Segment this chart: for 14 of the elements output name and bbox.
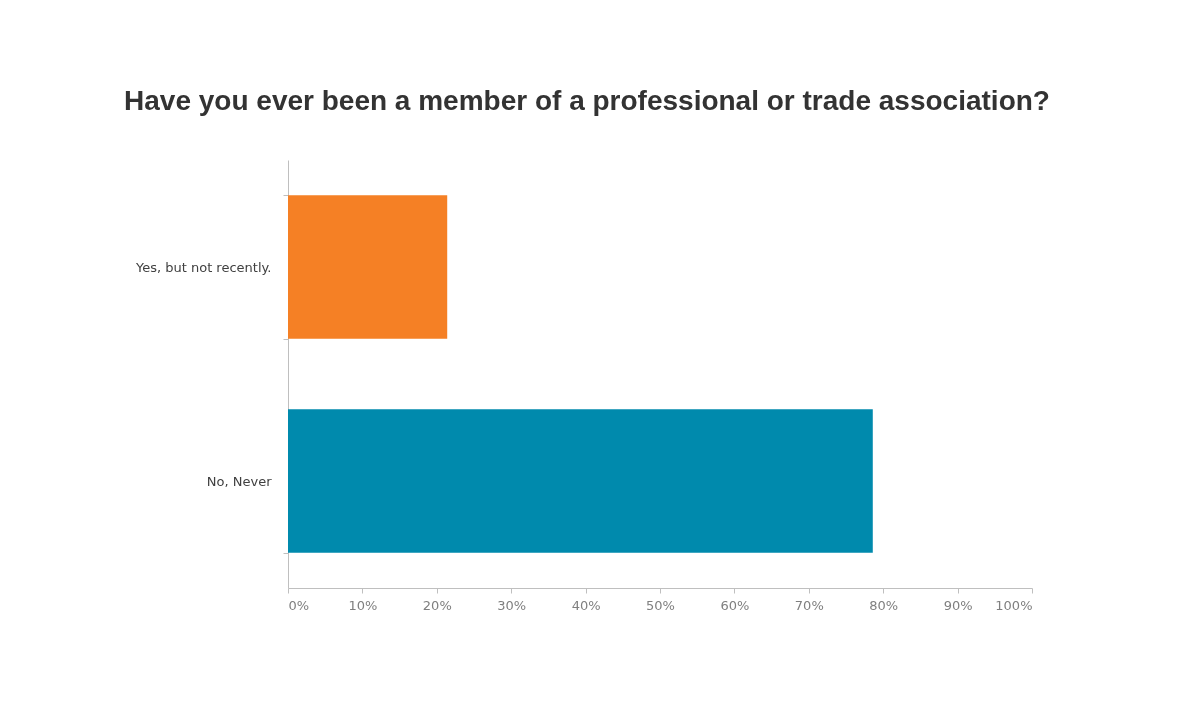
chart-title: Have you ever been a member of a professional or trade association?: [124, 85, 1050, 116]
x-tick-label: 50%: [646, 597, 675, 613]
x-tick-label: 70%: [794, 597, 824, 613]
x-tick-label: 20%: [422, 597, 452, 613]
y-tick-label: Yes, but not recently.: [134, 259, 272, 275]
x-tick-label: 100%: [995, 597, 1033, 613]
x-tick-label: 80%: [869, 597, 899, 613]
x-tick-label: 10%: [348, 597, 378, 613]
x-tick-label: 0%: [288, 597, 310, 613]
x-tick-label: 60%: [720, 597, 750, 613]
x-tick-label: 90%: [943, 597, 973, 613]
x-tick-label: 30%: [497, 597, 527, 613]
x-tick-label: 40%: [571, 597, 601, 613]
y-tick-label: No, Never: [206, 473, 273, 489]
